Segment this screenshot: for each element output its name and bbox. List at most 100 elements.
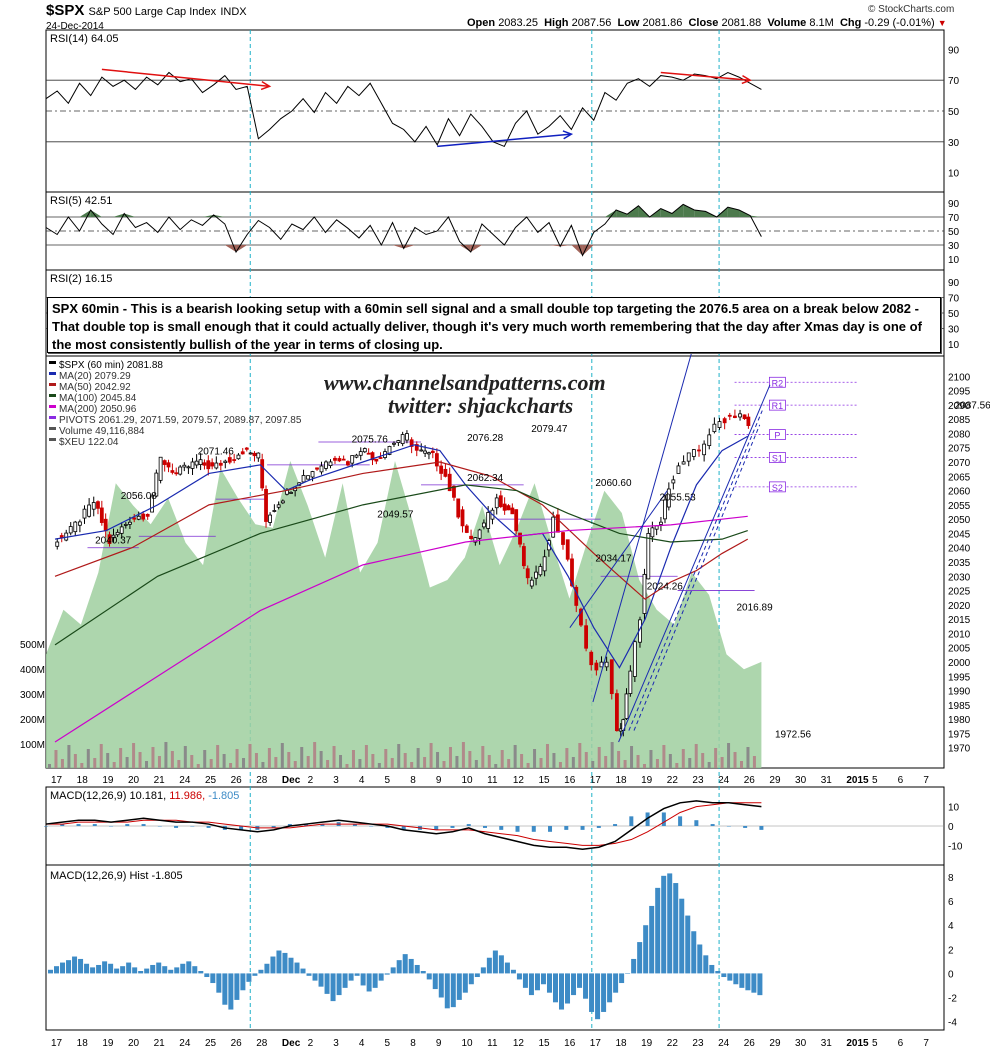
candle-body-36 [206, 460, 211, 470]
rsi2-label: RSI(2) 16.15 [50, 273, 112, 285]
hist-bar-111 [715, 970, 721, 974]
volume-bar-97 [675, 763, 679, 768]
rsi5-oversold-fill [224, 245, 237, 252]
hist-bar-41 [294, 962, 300, 974]
hist-bar-43 [306, 973, 312, 976]
hist-bar-5 [78, 958, 84, 974]
ma100-line [54, 484, 748, 646]
rsi14-ytick-90: 90 [948, 45, 960, 56]
rsi5-overbought-fill [604, 210, 617, 217]
date-axis-bottom-tick-32: 5 [872, 1038, 878, 1049]
hist-bar-55 [378, 973, 384, 981]
hist-bar-50 [348, 973, 354, 981]
date-axis-mid-tick-2: 19 [102, 775, 114, 786]
volume-bar-29 [235, 749, 239, 768]
date-axis-mid-tick-25: 23 [692, 775, 704, 786]
volume-bar-67 [481, 746, 485, 768]
volume-bar-17 [157, 756, 161, 768]
candle-body-105 [498, 495, 503, 507]
price-label-3: 2075.76 [352, 434, 389, 445]
candle-body-87 [423, 450, 428, 454]
hist-ytick--4: -4 [948, 1018, 957, 1029]
hist-bar-118 [757, 973, 763, 996]
hist-bar-27 [210, 973, 216, 984]
candle-body-79 [387, 446, 392, 455]
macd-hist-bar-25 [450, 826, 455, 828]
volume-bar-63 [455, 756, 459, 768]
date-axis-mid-tick-31: 2015 [846, 775, 869, 786]
chart-date: 24-Dec-2014 [46, 21, 104, 32]
open-value: 2083.25 [498, 17, 538, 29]
volume-bar-46 [345, 764, 349, 768]
price-label-7: 2079.47 [531, 424, 568, 435]
date-axis-bottom-tick-9: Dec [282, 1038, 301, 1049]
hist-bar-20 [168, 969, 174, 974]
candle-body-126 [589, 651, 594, 666]
macd-hist-bar-33 [580, 826, 585, 830]
hist-bar-69 [462, 973, 468, 993]
volume-bar-95 [662, 745, 666, 768]
candle-body-110 [518, 532, 522, 545]
hist-bar-57 [390, 967, 396, 974]
credit: © StockCharts.com [868, 4, 955, 15]
date-axis-bottom-tick-17: 11 [487, 1038, 498, 1049]
rsi5-overbought-fill [124, 213, 136, 217]
ohlc-bar: Open 2083.25 High 2087.56 Low 2081.86 Cl… [467, 17, 947, 29]
volume-bar-9 [106, 753, 110, 768]
annotation-box: SPX 60min - This is a bearish looking se… [47, 297, 941, 353]
macd-hist-bar-15 [287, 824, 292, 826]
volume-bar-90 [630, 746, 634, 768]
volume-bar-38 [293, 761, 297, 768]
candle-body-46 [248, 452, 253, 455]
hist-bar-70 [468, 973, 474, 985]
macd-hist-bar-40 [694, 820, 699, 826]
hist-bar-33 [246, 973, 252, 982]
candle-body-134 [624, 693, 629, 719]
candle-body-0 [55, 541, 60, 547]
hist-bar-108 [697, 944, 703, 974]
pivot-label-R1: R1 [772, 401, 784, 411]
rsi14-line [45, 71, 762, 148]
candle-body-96 [460, 509, 465, 527]
hist-bar-85 [559, 973, 565, 1010]
date-axis-mid-tick-15: 9 [436, 775, 442, 786]
candle-body-3 [68, 526, 73, 534]
hist-bar-53 [366, 973, 372, 992]
date-axis-bottom-tick-0: 17 [51, 1038, 63, 1049]
volume-axis-label-3: 400M [20, 665, 45, 676]
volume-bar-26 [216, 745, 220, 768]
rsi14-divergence-arrowhead-1 [562, 130, 574, 140]
hist-bar-17 [150, 964, 156, 974]
hist-bar-48 [336, 973, 342, 996]
macd-hist-bar-31 [548, 826, 553, 832]
date-axis-bottom-tick-7: 26 [231, 1038, 243, 1049]
price-ytick-2030: 2030 [948, 572, 971, 583]
hist-bar-101 [655, 887, 661, 974]
volume-bar-75 [533, 749, 537, 768]
rsi14-ytick-70: 70 [948, 76, 960, 87]
candle-body-158 [738, 413, 742, 418]
date-axis-bottom-tick-18: 12 [513, 1038, 525, 1049]
price-ytick-2020: 2020 [948, 601, 971, 612]
candle-body-70 [350, 455, 355, 464]
hist-bar-65 [438, 973, 444, 998]
volume-axis-label-2: 300M [20, 690, 45, 701]
index-name: S&P 500 Large Cap Index [88, 6, 217, 18]
date-axis-bottom-tick-11: 3 [333, 1038, 339, 1049]
high-value: 2087.56 [571, 17, 612, 29]
macd-hist-bar-38 [661, 812, 666, 826]
volume-value: 8.1M [809, 17, 834, 29]
candle-body-39 [218, 462, 223, 466]
volume-bar-94 [655, 759, 659, 768]
hist-bar-77 [510, 969, 516, 974]
candle-body-127 [594, 662, 599, 671]
hist-bar-23 [186, 961, 192, 974]
hist-bar-54 [372, 973, 378, 988]
candle-body-47 [252, 452, 257, 457]
candle-body-23 [154, 472, 159, 497]
date-axis-mid-tick-5: 24 [179, 775, 191, 786]
candle-body-12 [107, 534, 112, 544]
price-label-14: 2087.56 [955, 401, 990, 412]
volume-bar-13 [132, 743, 136, 768]
hist-bar-112 [721, 973, 727, 978]
